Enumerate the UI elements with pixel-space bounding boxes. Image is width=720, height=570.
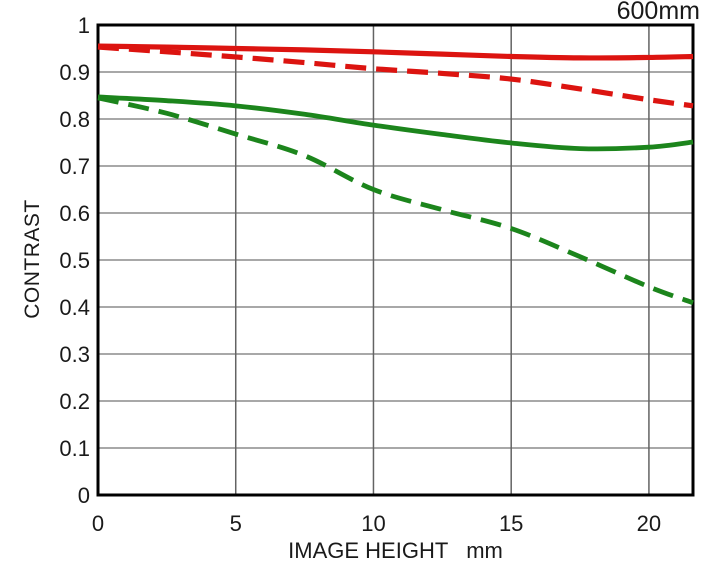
x-tick-label: 20 [637, 511, 661, 536]
series-green-solid-line [97, 94, 694, 152]
series-red-solid-line [97, 43, 694, 61]
x-tick-label: 5 [230, 511, 242, 536]
y-tick-label: 0.6 [59, 201, 90, 226]
series-red-dashed-line [97, 44, 694, 109]
y-tick-label: 0.5 [59, 248, 90, 273]
y-tick-label: 0.3 [59, 342, 90, 367]
y-tick-label: 0.1 [59, 436, 90, 461]
y-tick-label: 0.7 [59, 154, 90, 179]
x-tick-label: 0 [92, 511, 104, 536]
x-tick-label: 15 [499, 511, 523, 536]
x-axis-title: IMAGE HEIGHT mm [288, 538, 503, 563]
y-tick-label: 1 [78, 13, 90, 38]
y-tick-label: 0.8 [59, 107, 90, 132]
y-tick-label: 0.4 [59, 295, 90, 320]
y-tick-label: 0.2 [59, 389, 90, 414]
x-tick-label: 10 [361, 511, 385, 536]
plot-border [96, 23, 695, 497]
y-tick-label: 0 [78, 483, 90, 508]
series-green-dashed-line [97, 95, 694, 306]
y-tick-label: 0.9 [59, 60, 90, 85]
chart-title: 600mm [616, 0, 700, 25]
